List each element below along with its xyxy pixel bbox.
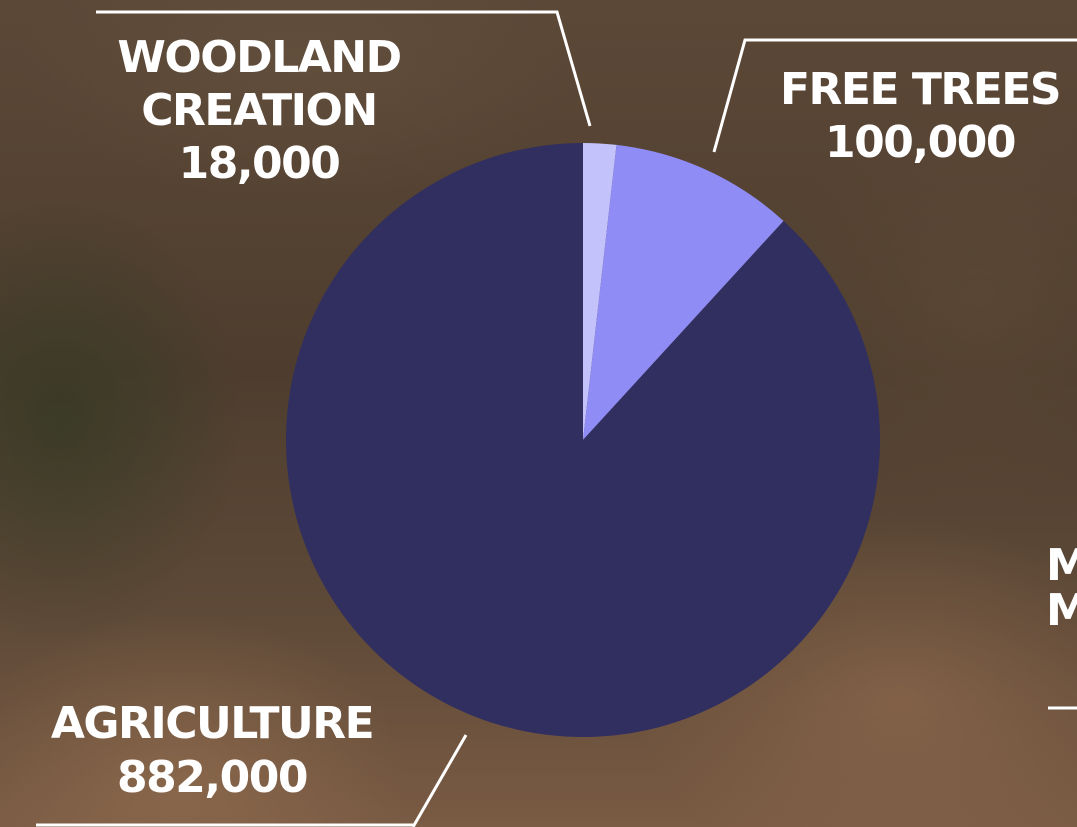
pie-slice-free-trees — [583, 144, 784, 440]
agriculture-label: AGRICULTURE — [51, 698, 373, 749]
woodland-creation-leader-line — [96, 10, 592, 127]
free-trees-value: 100,000 — [825, 117, 1015, 168]
pie-slices — [285, 143, 880, 737]
woodland-creation-value: 18,000 — [179, 138, 340, 189]
agriculture-value: 882,000 — [117, 752, 307, 803]
free-trees-label: FREE TREES — [780, 64, 1060, 115]
cropped-label-fragment-2: M — [1046, 585, 1077, 636]
cropped-label-fragment-1: M — [1046, 540, 1077, 591]
woodland-creation-label-line1: WOODLAND — [117, 32, 400, 83]
agriculture-leader-line — [411, 734, 468, 827]
pie-slice-agriculture — [285, 143, 880, 737]
woodland-creation-label-line2: CREATION — [141, 85, 376, 136]
pie-slice-woodland-creation — [583, 143, 617, 440]
free-trees-leader-line — [712, 38, 1077, 153]
